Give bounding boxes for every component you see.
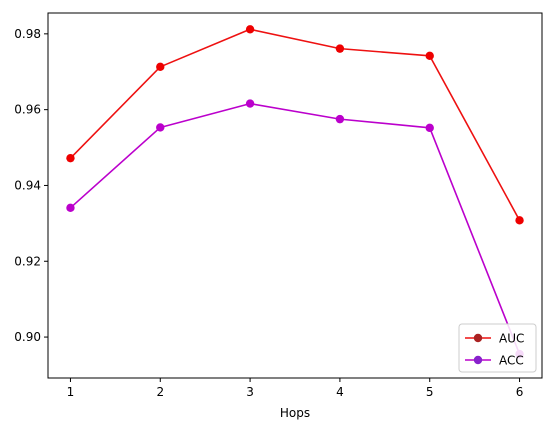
data-point-acc (425, 123, 434, 133)
data-point-auc (66, 153, 75, 163)
legend-marker-acc (473, 355, 483, 365)
y-tick-label: 0.94 (14, 178, 41, 192)
data-point-auc (515, 216, 524, 225)
x-tick-label: 5 (426, 385, 434, 399)
x-axis-ticks: 1 2 3 4 5 6 (67, 378, 524, 399)
data-point-acc (156, 123, 165, 132)
y-tick-label: 0.96 (14, 103, 41, 117)
x-axis-label: Hops (280, 406, 310, 420)
data-point-auc (335, 44, 345, 53)
data-point-acc (66, 203, 75, 213)
plot-frame (47, 12, 543, 379)
plot-area (48, 13, 542, 378)
series-line-acc (69, 102, 521, 355)
series-line-auc (69, 28, 521, 221)
series-layer (66, 25, 524, 359)
data-point-auc (425, 51, 434, 61)
legend-box (458, 323, 537, 373)
data-point-auc (156, 62, 165, 72)
legend-label-acc: ACC (499, 354, 524, 368)
data-point-acc (245, 99, 255, 108)
y-tick-label: 0.92 (14, 254, 41, 268)
x-tick-label: 3 (246, 385, 254, 399)
y-tick-label: 0.98 (14, 27, 41, 41)
data-point-acc (335, 114, 345, 124)
x-tick-label: 2 (156, 385, 164, 399)
legend-label-auc: AUC (499, 332, 524, 346)
y-axis-ticks: 0.90 0.92 0.94 0.96 0.98 (14, 27, 48, 344)
x-tick-label: 6 (516, 385, 524, 399)
x-tick-label: 1 (67, 385, 75, 399)
legend: AUC ACC (458, 323, 537, 373)
data-point-auc (245, 25, 255, 34)
x-tick-label: 4 (336, 385, 344, 399)
legend-marker-auc (473, 333, 483, 343)
y-tick-label: 0.90 (14, 330, 41, 344)
